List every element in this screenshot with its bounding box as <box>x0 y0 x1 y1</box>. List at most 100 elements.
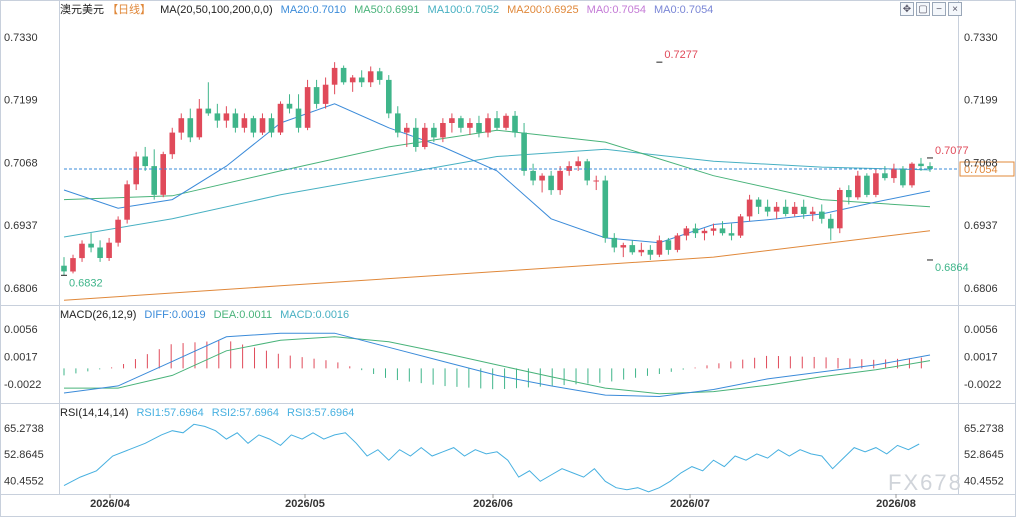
candle[interactable] <box>286 94 293 114</box>
candle[interactable] <box>548 170 554 195</box>
candle[interactable] <box>909 162 915 188</box>
candle[interactable] <box>575 156 581 171</box>
candle[interactable] <box>674 233 681 253</box>
candle[interactable] <box>340 65 347 85</box>
candle[interactable] <box>485 113 491 138</box>
candle[interactable] <box>503 113 509 131</box>
square-icon[interactable]: ▢ <box>916 2 930 16</box>
candle[interactable] <box>891 163 897 183</box>
candle[interactable] <box>413 118 419 152</box>
candle[interactable] <box>232 108 239 133</box>
candle[interactable] <box>557 166 563 195</box>
candle[interactable] <box>665 237 672 255</box>
close-icon[interactable]: × <box>948 2 962 16</box>
candle[interactable] <box>846 185 852 205</box>
candle[interactable] <box>250 115 257 138</box>
candle[interactable] <box>764 199 771 217</box>
candle[interactable] <box>187 108 194 143</box>
candle[interactable] <box>358 70 365 88</box>
candle[interactable] <box>205 82 212 116</box>
candle[interactable] <box>719 221 726 236</box>
minus-icon[interactable]: − <box>932 2 946 16</box>
candle[interactable] <box>584 158 590 186</box>
candle[interactable] <box>611 233 618 253</box>
candle[interactable] <box>295 94 302 133</box>
candle[interactable] <box>124 180 130 224</box>
candle[interactable] <box>602 175 609 243</box>
candle[interactable] <box>169 127 176 159</box>
period-label[interactable]: 【日线】 <box>107 2 151 16</box>
candle[interactable] <box>900 166 906 188</box>
move-icon[interactable]: ✥ <box>900 2 914 16</box>
candle[interactable] <box>476 115 482 138</box>
candle[interactable] <box>638 242 645 257</box>
candle[interactable] <box>521 122 527 176</box>
candle[interactable] <box>873 168 879 198</box>
candle[interactable] <box>277 101 284 135</box>
candle[interactable] <box>97 240 103 262</box>
candle[interactable] <box>692 223 699 238</box>
candle[interactable] <box>746 194 753 222</box>
candle[interactable] <box>701 228 708 241</box>
candle[interactable] <box>331 62 338 95</box>
candle[interactable] <box>196 99 203 140</box>
candle[interactable] <box>728 223 735 241</box>
candle[interactable] <box>178 113 185 140</box>
candle[interactable] <box>440 118 446 143</box>
candle[interactable] <box>223 106 230 128</box>
candle[interactable] <box>142 146 148 171</box>
candle[interactable] <box>70 254 76 274</box>
candle[interactable] <box>593 175 599 191</box>
candle[interactable] <box>151 149 157 200</box>
candle[interactable] <box>214 103 221 128</box>
candle[interactable] <box>322 77 329 109</box>
candle[interactable] <box>773 202 780 219</box>
candle[interactable] <box>683 225 690 241</box>
candle[interactable] <box>386 75 392 119</box>
candle[interactable] <box>133 151 139 191</box>
candle[interactable] <box>927 162 933 172</box>
candle[interactable] <box>791 202 798 217</box>
candle[interactable] <box>837 187 843 234</box>
candle[interactable] <box>620 242 627 258</box>
candle[interactable] <box>268 113 275 138</box>
candle[interactable] <box>88 233 94 253</box>
candle[interactable] <box>367 66 374 88</box>
candle[interactable] <box>819 204 825 224</box>
candle[interactable] <box>160 151 166 198</box>
candle[interactable] <box>458 115 464 133</box>
candle[interactable] <box>259 113 266 135</box>
candle[interactable] <box>313 79 320 109</box>
candle[interactable] <box>494 111 500 131</box>
candle[interactable] <box>530 163 536 186</box>
candle[interactable] <box>422 122 428 150</box>
candle[interactable] <box>737 213 744 238</box>
candle[interactable] <box>647 245 654 260</box>
candle[interactable] <box>404 122 410 147</box>
candle[interactable] <box>809 206 816 222</box>
candle[interactable] <box>755 197 762 214</box>
candle[interactable] <box>855 170 861 200</box>
candle[interactable] <box>629 240 636 255</box>
candle[interactable] <box>79 240 85 262</box>
candle[interactable] <box>431 122 437 143</box>
candle[interactable] <box>467 118 473 135</box>
candle[interactable] <box>710 223 717 236</box>
candle[interactable] <box>782 199 789 217</box>
candle[interactable] <box>449 113 455 133</box>
candle[interactable] <box>349 75 356 92</box>
candle[interactable] <box>61 257 67 276</box>
candle[interactable] <box>115 216 121 247</box>
candle[interactable] <box>512 111 518 138</box>
candle[interactable] <box>304 79 311 131</box>
candle[interactable] <box>106 237 112 261</box>
candle[interactable] <box>864 173 870 198</box>
candle[interactable] <box>395 106 401 138</box>
candle[interactable] <box>656 235 663 258</box>
candle[interactable] <box>241 113 248 133</box>
candle[interactable] <box>376 67 383 85</box>
candle[interactable] <box>539 173 545 193</box>
candle[interactable] <box>828 213 834 241</box>
candle[interactable] <box>800 199 807 219</box>
